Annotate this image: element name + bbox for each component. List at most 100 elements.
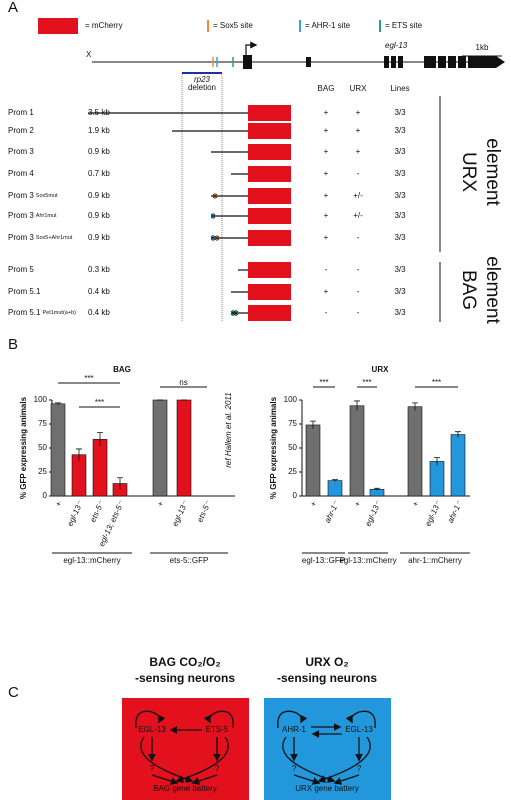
network-node: ETS-5	[206, 725, 229, 734]
bar	[305, 424, 321, 497]
construct-bag: +	[324, 126, 329, 135]
deletion-label: deletion	[188, 83, 216, 92]
y-tick-label: 100	[284, 395, 298, 404]
mcherry-box	[248, 305, 291, 321]
bar	[429, 461, 445, 497]
category-label: egl-13⁻	[363, 499, 383, 527]
network-arrow	[175, 736, 229, 783]
mcherry-box	[248, 144, 291, 160]
y-tick-label: 75	[288, 419, 297, 428]
y-tick-label: 50	[288, 443, 297, 452]
mcherry-box	[248, 166, 291, 182]
category-label: ets-5⁻	[88, 499, 106, 523]
bar	[92, 439, 108, 497]
construct-urx: -	[357, 169, 360, 178]
mcherry-box	[248, 105, 291, 121]
construct-urx: +	[356, 147, 361, 156]
construct-name: Prom 3	[8, 147, 34, 156]
legend-swatch	[38, 18, 78, 34]
error-bar	[332, 479, 338, 482]
site-x	[214, 235, 220, 241]
error-bar	[76, 448, 82, 461]
scale-label: 1kb	[476, 43, 489, 52]
category-label: +	[411, 500, 421, 508]
error-bar	[455, 431, 461, 438]
error-bar	[374, 487, 380, 491]
category-label: +	[156, 500, 166, 508]
construct-bag: +	[324, 169, 329, 178]
error-bar	[354, 400, 360, 411]
construct-mutation: Sox5+Ahr1mut	[36, 235, 73, 241]
y-tick-label: 0	[293, 491, 298, 500]
construct-bag: -	[325, 265, 328, 274]
y-tick-label: 0	[43, 491, 48, 500]
element-label: element	[482, 138, 503, 206]
element-label: BAG	[458, 270, 479, 310]
legend-label: = mCherry	[85, 21, 123, 30]
gene-model	[92, 41, 505, 322]
construct-urx: +/-	[353, 211, 363, 220]
category-label: +	[54, 500, 64, 508]
site-x	[210, 213, 216, 219]
construct-bag: +	[324, 233, 329, 242]
significance-label: ***	[95, 398, 104, 407]
construct-name: Prom 2	[8, 126, 34, 135]
construct-length: 1.9 kb	[88, 126, 110, 135]
bar	[152, 399, 168, 497]
construct-urx: +	[356, 108, 361, 117]
construct-bag: +	[324, 191, 329, 200]
group-label: egl-13::GFP	[302, 556, 345, 565]
column-header: URX	[350, 84, 368, 93]
category-label: +	[309, 500, 319, 508]
network-node: ?	[357, 764, 362, 773]
site-x	[210, 235, 216, 241]
network-arrow	[293, 774, 321, 785]
mcherry-box	[248, 123, 291, 139]
mcherry-box	[248, 284, 291, 300]
group-label: egl-13::mCherry	[63, 556, 120, 565]
bar	[176, 399, 192, 497]
panel-label: A	[8, 0, 18, 16]
panel-label: C	[8, 684, 19, 701]
significance-label: ***	[362, 378, 371, 387]
construct-bag: -	[325, 308, 328, 317]
construct-length: 0.9 kb	[88, 233, 110, 242]
network-node: URX gene battery	[295, 784, 359, 793]
element-label: element	[482, 256, 503, 324]
construct-lines: 3/3	[394, 211, 406, 220]
network-arrow	[151, 774, 179, 785]
chromosome: X	[86, 50, 92, 59]
y-tick-label: 75	[38, 419, 47, 428]
network-title: BAG CO₂/O₂	[149, 655, 220, 669]
group-label: egl-13::mCherry	[339, 556, 396, 565]
construct-urx: +/-	[353, 191, 363, 200]
construct-urx: +	[356, 126, 361, 135]
bar	[349, 405, 365, 497]
y-tick-label: 100	[34, 395, 48, 404]
y-tick-label: 25	[288, 467, 297, 476]
legend-label: = Sox5 site	[213, 21, 253, 30]
category-label: egl-13⁻	[170, 499, 190, 527]
network-arrow	[317, 736, 371, 783]
construct-length: 0.4 kb	[88, 308, 110, 317]
error-bar	[117, 477, 123, 490]
y-tick-label: 25	[38, 467, 47, 476]
y-tick-label: 50	[38, 443, 47, 452]
construct-lines: 3/3	[394, 287, 406, 296]
construct-bag: +	[324, 211, 329, 220]
chart-note: ref Hallem et al. 2011	[224, 392, 233, 467]
construct-length: 0.3 kb	[88, 265, 110, 274]
construct-urx: -	[357, 265, 360, 274]
network-node: BAG gene battery	[153, 784, 217, 793]
panel-label: B	[8, 336, 18, 353]
mcherry-box	[248, 188, 291, 204]
construct-urx: -	[357, 308, 360, 317]
column-header: Lines	[390, 84, 409, 93]
significance-label: ns	[179, 378, 187, 387]
construct-bag: +	[324, 108, 329, 117]
significance-label: ***	[84, 374, 93, 383]
bar	[450, 434, 466, 497]
element-label: URX	[458, 152, 479, 192]
autoregulation-arrow	[277, 710, 308, 729]
